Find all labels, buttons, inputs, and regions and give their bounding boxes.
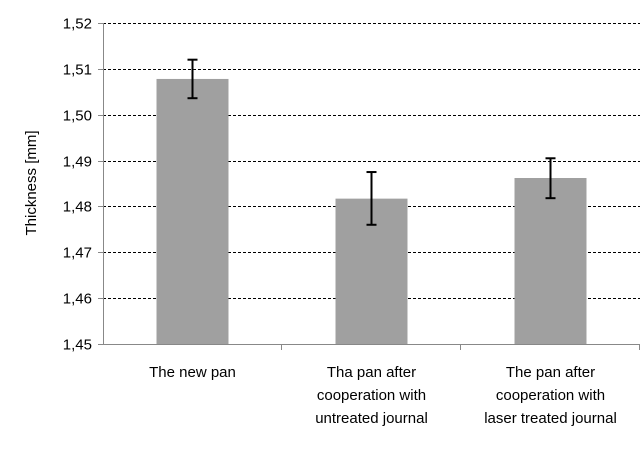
category-labels: The new pan Tha pan after cooperation with… <box>149 364 617 427</box>
bar <box>156 78 229 345</box>
y-tick-label: 1,45 <box>63 337 92 354</box>
y-tick-label: 1,47 <box>63 245 92 262</box>
y-tick-label: 1,52 <box>63 16 92 33</box>
category-label-line: The pan after <box>506 364 595 381</box>
category-label-line: untreated journal <box>315 410 428 427</box>
category-label-line: cooperation with <box>317 387 426 404</box>
y-tick-label: 1,50 <box>63 108 92 125</box>
axes <box>98 23 640 350</box>
y-tick-label: 1,48 <box>63 199 92 216</box>
category-label: The pan after cooperation with laser treat… <box>484 364 617 427</box>
category-label-line: The new pan <box>149 364 236 381</box>
category-label: The new pan <box>149 364 236 381</box>
y-tick-label: 1,46 <box>63 291 92 308</box>
category-label-line: Tha pan after <box>327 364 416 381</box>
y-tick-label: 1,49 <box>63 154 92 171</box>
category-label-line: cooperation with <box>496 387 605 404</box>
y-axis-title: Thickness [mm] <box>23 130 40 235</box>
category-label: Tha pan after cooperation with untreated j… <box>315 364 428 427</box>
y-tick-label: 1,51 <box>63 62 92 79</box>
y-tick-labels: 1,45 1,46 1,47 1,48 1,49 1,50 1,51 1,52 <box>63 16 92 354</box>
bar <box>514 177 587 344</box>
category-label-line: laser treated journal <box>484 410 617 427</box>
bars <box>156 78 587 345</box>
error-bars <box>187 58 556 226</box>
